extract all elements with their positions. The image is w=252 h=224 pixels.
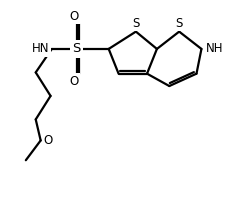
Text: S: S xyxy=(72,42,81,55)
Text: O: O xyxy=(44,134,53,147)
Text: S: S xyxy=(175,17,183,30)
Text: S: S xyxy=(132,17,140,30)
Text: HN: HN xyxy=(32,42,49,55)
Text: NH: NH xyxy=(206,42,223,55)
Text: O: O xyxy=(69,10,78,23)
Text: O: O xyxy=(69,75,78,88)
